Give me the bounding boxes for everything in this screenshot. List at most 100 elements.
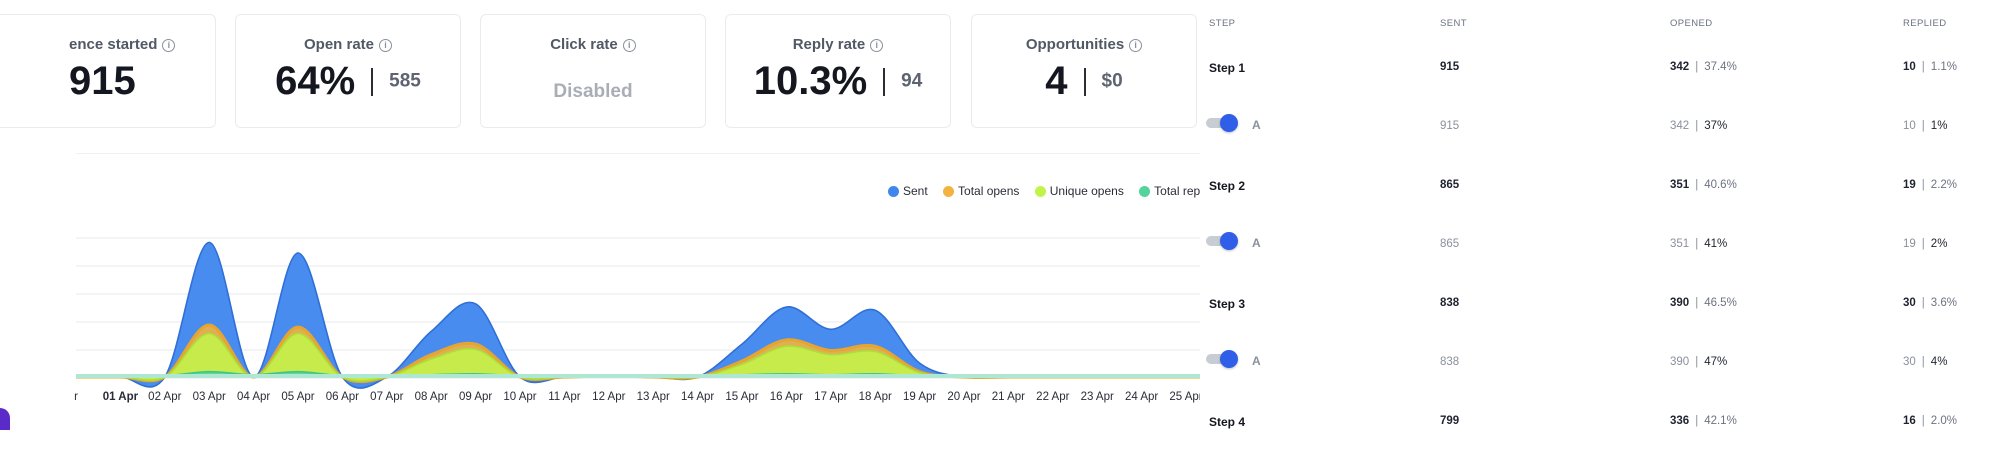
sent-value: 915 — [1440, 120, 1460, 132]
sent-value: 799 — [1440, 415, 1460, 427]
stat-value: 915 — [69, 59, 136, 103]
info-icon[interactable]: i — [870, 39, 884, 52]
variant-row[interactable]: A 865 351 | 41% 19 | 2% — [1200, 232, 2000, 278]
x-tick-label: 09 Apr — [459, 391, 492, 403]
legend-dot — [1034, 185, 1046, 197]
opportunities-card: Opportunities i 4 $0 — [971, 14, 1197, 128]
stat-status: Disabled — [553, 81, 633, 102]
opened-value: 390 | 47% — [1670, 356, 1728, 368]
legend-label: Sent — [903, 184, 928, 198]
click-rate-card: Click rate i Disabled — [480, 14, 706, 128]
sent-value: 865 — [1440, 238, 1460, 250]
opened-value: 390 | 46.5% — [1670, 297, 1737, 309]
stat-value: 64% — [275, 59, 356, 103]
x-tick-label: 22 Apr — [1036, 391, 1069, 403]
divider — [371, 67, 374, 96]
sent-value: 865 — [1440, 179, 1460, 191]
sent-value: 838 — [1440, 356, 1460, 368]
replied-value: 10 | 1.1% — [1903, 61, 1958, 73]
stat-title: Reply rate i — [726, 36, 950, 53]
x-tick-label: 05 Apr — [281, 391, 314, 403]
x-tick-label: 16 Apr — [770, 391, 803, 403]
chart-baseline — [76, 374, 1200, 378]
sequence-started-card: ence started i 915 — [0, 14, 216, 128]
legend-label: Unique opens — [1049, 184, 1124, 198]
variant-label: A — [1252, 354, 1261, 368]
stat-title: ence started i — [69, 36, 176, 53]
area-sent[interactable] — [76, 242, 1200, 389]
stat-value-wrap: 4 $0 — [972, 59, 1196, 104]
info-icon[interactable]: i — [379, 39, 393, 52]
step-label: Step 3 — [1209, 297, 1246, 311]
step-row[interactable]: Step 1 915 342 | 37.4% 10 | 1.1% — [1200, 61, 2000, 101]
x-tick-label: 15 Apr — [725, 391, 758, 403]
replied-value: 19 | 2% — [1903, 238, 1948, 250]
info-icon[interactable]: i — [1129, 39, 1143, 52]
step-label: Step 2 — [1209, 179, 1246, 193]
legend-label: Total opens — [958, 184, 1020, 198]
toggle-knob — [1220, 232, 1238, 250]
variant-row[interactable]: A 915 342 | 37% 10 | 1% — [1200, 114, 2000, 160]
variant-toggle[interactable] — [1206, 232, 1240, 250]
x-tick-label: 21 Apr — [992, 391, 1025, 403]
info-icon[interactable]: i — [622, 39, 636, 52]
x-tick-label: 02 Apr — [148, 391, 181, 403]
column-header-replied: REPLIED — [1903, 18, 1947, 29]
reply-rate-card: Reply rate i 10.3% 94 — [725, 14, 951, 128]
x-tick-label: 04 Apr — [237, 391, 270, 403]
stat-title: Open rate i — [236, 36, 460, 53]
opened-value: 342 | 37.4% — [1670, 61, 1737, 73]
x-tick-label: 13 Apr — [637, 391, 670, 403]
variant-toggle[interactable] — [1206, 114, 1240, 132]
sent-value: 915 — [1440, 61, 1460, 73]
legend-dot — [888, 185, 899, 197]
variant-row[interactable]: A 838 390 | 47% 30 | 4% — [1200, 350, 2000, 396]
legend-label: Total rep — [1154, 184, 1201, 198]
stat-title: Opportunities i — [972, 36, 1196, 53]
sequence-steps-table: STEP SENT OPENED REPLIED Step 1 915 342 |… — [1200, 0, 2000, 430]
stats-row: ence started i 915 Open rate i 64% 585 Clic… — [0, 14, 1200, 130]
stat-value-wrap: 915 — [69, 59, 215, 104]
legend-item-total-opens[interactable]: Total opens — [943, 184, 1019, 198]
stat-secondary: 585 — [389, 70, 421, 92]
toggle-knob — [1220, 350, 1238, 368]
stat-secondary: $0 — [1101, 70, 1123, 92]
legend-item-total-replies[interactable]: Total rep — [1139, 184, 1200, 198]
x-tick-label: 24 Apr — [1125, 391, 1158, 403]
column-header-step: STEP — [1209, 18, 1236, 29]
stat-title: Click rate i — [481, 36, 705, 53]
analytics-chart: Sent Total opens Unique opens Total rep … — [0, 150, 1200, 430]
x-tick-label: 17 Apr — [814, 391, 847, 403]
step-row[interactable]: Step 3 838 390 | 46.5% 30 | 3.6% — [1200, 297, 2000, 337]
legend-item-sent[interactable]: Sent — [888, 184, 928, 198]
replied-value: 10 | 1% — [1903, 120, 1948, 132]
stat-value: 10.3% — [753, 59, 868, 103]
legend-dot — [943, 185, 955, 197]
variant-toggle[interactable] — [1206, 350, 1240, 368]
x-tick-label: 01 Apr — [103, 391, 139, 403]
x-tick-label: 12 Apr — [592, 391, 625, 403]
window-edge-accent — [0, 408, 10, 430]
x-tick-label: 23 Apr — [1081, 391, 1114, 403]
variant-label: A — [1252, 236, 1261, 250]
x-tick-label: 11 Apr — [548, 391, 581, 403]
x-tick-label: 18 Apr — [859, 391, 892, 403]
step-row[interactable]: Step 2 865 351 | 40.6% 19 | 2.2% — [1200, 179, 2000, 219]
stat-secondary: 94 — [901, 70, 923, 92]
opened-value: 342 | 37% — [1670, 120, 1728, 132]
x-tick-label: 25 Apr — [1169, 391, 1200, 403]
step-label: Step 1 — [1209, 61, 1246, 75]
step-row[interactable]: Step 4 799 336 | 42.1% 16 | 2.0% — [1200, 415, 2000, 455]
sent-value: 838 — [1440, 297, 1460, 309]
divider — [1083, 67, 1086, 96]
x-tick-label: 08 Apr — [415, 391, 448, 403]
variant-label: A — [1252, 118, 1261, 132]
stat-value: 4 — [1045, 59, 1068, 103]
replied-value: 16 | 2.0% — [1903, 415, 1958, 427]
x-tick-label: 03 Apr — [193, 391, 226, 403]
x-tick-label: 20 Apr — [947, 391, 980, 403]
x-tick-label: 14 Apr — [681, 391, 714, 403]
legend-dot — [1139, 185, 1151, 197]
legend-item-unique-opens[interactable]: Unique opens — [1034, 184, 1124, 198]
info-icon[interactable]: i — [162, 39, 176, 52]
